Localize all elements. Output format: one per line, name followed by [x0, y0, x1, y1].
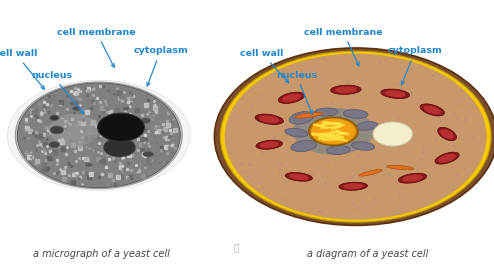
Ellipse shape — [97, 113, 144, 142]
Ellipse shape — [387, 165, 413, 170]
Ellipse shape — [356, 122, 378, 130]
Ellipse shape — [7, 80, 190, 190]
Text: cytoplasm: cytoplasm — [133, 46, 188, 86]
Ellipse shape — [289, 112, 314, 124]
Ellipse shape — [49, 114, 99, 146]
Ellipse shape — [291, 140, 317, 152]
Ellipse shape — [141, 118, 151, 124]
Text: nucleus: nucleus — [31, 70, 84, 113]
Ellipse shape — [260, 142, 279, 148]
Ellipse shape — [256, 140, 283, 149]
Ellipse shape — [143, 151, 154, 157]
Ellipse shape — [285, 128, 308, 137]
Ellipse shape — [309, 117, 358, 145]
Ellipse shape — [85, 163, 93, 167]
Ellipse shape — [373, 122, 412, 146]
Text: cell wall: cell wall — [0, 49, 44, 89]
Ellipse shape — [343, 183, 364, 189]
Ellipse shape — [440, 129, 454, 139]
Ellipse shape — [327, 146, 350, 154]
Ellipse shape — [225, 54, 487, 220]
Ellipse shape — [335, 87, 357, 93]
Text: cell membrane: cell membrane — [304, 28, 383, 66]
Ellipse shape — [72, 106, 81, 111]
Ellipse shape — [435, 152, 459, 164]
Ellipse shape — [423, 106, 441, 114]
Ellipse shape — [330, 85, 361, 94]
Ellipse shape — [343, 110, 368, 118]
Ellipse shape — [289, 174, 309, 180]
Text: nucleus: nucleus — [276, 70, 317, 114]
Ellipse shape — [278, 92, 305, 103]
Ellipse shape — [295, 112, 323, 118]
Ellipse shape — [398, 173, 427, 183]
Ellipse shape — [122, 107, 129, 110]
Ellipse shape — [351, 142, 375, 150]
Ellipse shape — [420, 104, 445, 116]
Ellipse shape — [309, 117, 358, 145]
Ellipse shape — [282, 94, 301, 102]
Ellipse shape — [220, 51, 491, 222]
Text: a micrograph of a yeast cell: a micrograph of a yeast cell — [33, 249, 170, 259]
Ellipse shape — [50, 126, 64, 134]
Ellipse shape — [255, 114, 284, 124]
Ellipse shape — [15, 82, 182, 189]
Ellipse shape — [381, 89, 410, 99]
Ellipse shape — [259, 116, 280, 123]
Ellipse shape — [359, 170, 382, 176]
Ellipse shape — [314, 108, 338, 116]
Ellipse shape — [292, 108, 374, 155]
Ellipse shape — [385, 90, 406, 97]
Ellipse shape — [438, 154, 456, 162]
Ellipse shape — [49, 142, 60, 148]
Text: a diagram of a yeast cell: a diagram of a yeast cell — [307, 249, 429, 259]
Text: ⓘ: ⓘ — [234, 244, 239, 253]
Text: cell membrane: cell membrane — [57, 28, 136, 67]
Ellipse shape — [286, 173, 312, 181]
Ellipse shape — [339, 182, 368, 190]
Ellipse shape — [50, 115, 59, 121]
Ellipse shape — [311, 118, 356, 144]
Ellipse shape — [438, 127, 456, 141]
Ellipse shape — [311, 118, 356, 144]
Ellipse shape — [214, 48, 494, 225]
Ellipse shape — [17, 83, 180, 188]
Ellipse shape — [104, 138, 135, 157]
Ellipse shape — [402, 175, 423, 182]
Text: cytoplasm: cytoplasm — [388, 46, 442, 85]
Text: cell wall: cell wall — [240, 49, 288, 83]
